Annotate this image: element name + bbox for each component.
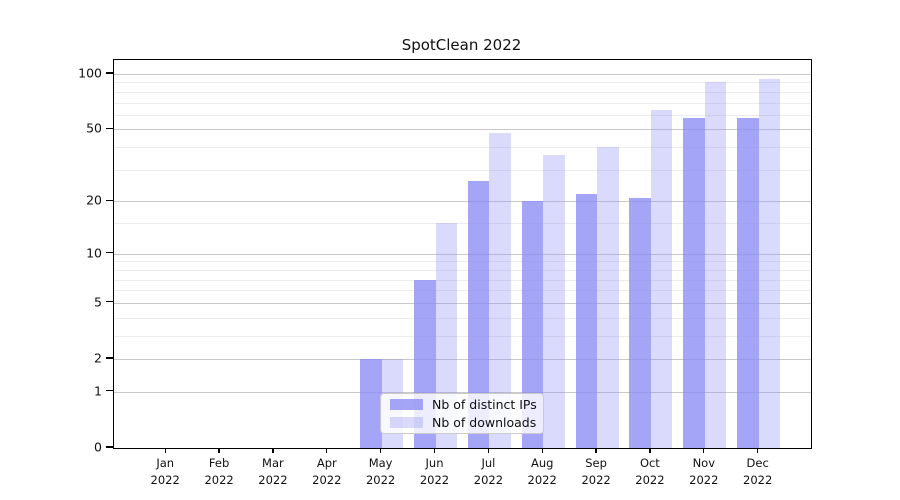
y-tick-100 [106, 72, 113, 74]
bar-downloads-dec [758, 79, 781, 448]
x-tick-mar [272, 448, 274, 454]
gridline-70 [114, 102, 811, 104]
bar-downloads-nov [704, 82, 727, 448]
x-tick-aug [541, 448, 543, 454]
legend-item-downloads: Nb of downloads [390, 415, 543, 430]
y-tick-label-50: 50 [86, 120, 102, 136]
bar-downloads-jul [489, 132, 511, 448]
x-tick-may [379, 448, 382, 454]
y-tick-2 [106, 357, 113, 359]
gridline-1 [114, 391, 811, 393]
gridline-5 [114, 302, 811, 304]
gridline-30 [114, 169, 811, 171]
legend-label-ips: Nb of distinct IPs [432, 397, 537, 412]
y-tick-20 [106, 199, 113, 201]
x-tick-label-nov: Nov 2022 [689, 456, 719, 487]
x-tick-label-aug: Aug 2022 [527, 456, 557, 487]
x-tick-dec [757, 448, 759, 454]
x-tick-label-jun: Jun 2022 [419, 456, 450, 487]
x-tick-label-feb: Feb 2022 [204, 456, 234, 487]
y-tick-50 [106, 127, 113, 130]
y-tick-10 [106, 252, 113, 254]
gridline-2 [114, 359, 811, 360]
y-tick-label-10: 10 [86, 245, 102, 261]
gridline-50 [114, 129, 811, 131]
gridline-90 [114, 82, 811, 84]
bar-ips-jul [467, 180, 490, 448]
bar-ips-nov [683, 117, 705, 448]
gridline-4 [114, 317, 811, 319]
y-tick-label-0: 0 [94, 439, 102, 455]
bar-ips-dec [737, 117, 759, 448]
gridline-40 [114, 147, 811, 149]
y-tick-label-5: 5 [94, 294, 102, 310]
x-tick-label-sep: Sep 2022 [581, 456, 611, 487]
chart-title: SpotClean 2022 [401, 36, 522, 54]
bar-downloads-oct [650, 109, 673, 448]
gridline-9 [114, 261, 811, 263]
x-tick-nov [703, 448, 705, 454]
gridline-100 [114, 74, 811, 75]
y-tick-5 [106, 301, 113, 303]
x-tick-label-dec: Dec 2022 [743, 456, 773, 487]
y-tick-label-2: 2 [94, 350, 102, 366]
gridline-60 [114, 114, 811, 116]
x-tick-label-oct: Oct 2022 [635, 456, 665, 487]
legend-label-downloads: Nb of downloads [432, 415, 537, 430]
legend: Nb of distinct IPs Nb of downloads [380, 393, 544, 434]
x-tick-label-jul: Jul 2022 [473, 456, 504, 487]
legend-item-ips: Nb of distinct IPs [390, 397, 543, 412]
y-tick-label-100: 100 [78, 65, 102, 81]
x-tick-label-jan: Jan 2022 [150, 456, 180, 487]
bar-downloads-aug [543, 155, 565, 448]
gridline-3 [114, 335, 811, 337]
x-tick-label-mar: Mar 2022 [258, 456, 288, 487]
gridline-6 [114, 290, 811, 292]
y-tick-0 [106, 446, 113, 448]
gridline-8 [114, 269, 811, 271]
gridline-15 [114, 223, 811, 225]
bar-downloads-sep [597, 147, 619, 448]
x-tick-apr [326, 448, 328, 454]
x-tick-label-may: May 2022 [365, 456, 396, 487]
x-tick-label-apr: Apr 2022 [312, 456, 342, 487]
x-tick-sep [595, 448, 597, 454]
plot-area [113, 59, 812, 449]
legend-swatch-ips [390, 399, 423, 410]
legend-swatch-downloads [390, 417, 423, 428]
bar-ips-oct [629, 197, 651, 448]
y-tick-label-20: 20 [86, 192, 102, 208]
bar-ips-aug [521, 201, 544, 448]
gridline-10 [114, 253, 811, 255]
gridline-20 [114, 201, 811, 203]
x-tick-feb [218, 448, 220, 454]
bar-downloads-jun [435, 223, 457, 448]
gridline-80 [114, 91, 811, 93]
y-tick-label-1: 1 [94, 383, 102, 399]
bar-ips-may [360, 359, 382, 448]
gridline-7 [114, 279, 811, 281]
bar-ips-sep [575, 193, 598, 448]
x-tick-oct [649, 448, 651, 454]
x-tick-jan [164, 448, 166, 454]
y-tick-1 [106, 390, 113, 392]
x-tick-jun [433, 448, 436, 454]
x-tick-jul [487, 448, 490, 454]
